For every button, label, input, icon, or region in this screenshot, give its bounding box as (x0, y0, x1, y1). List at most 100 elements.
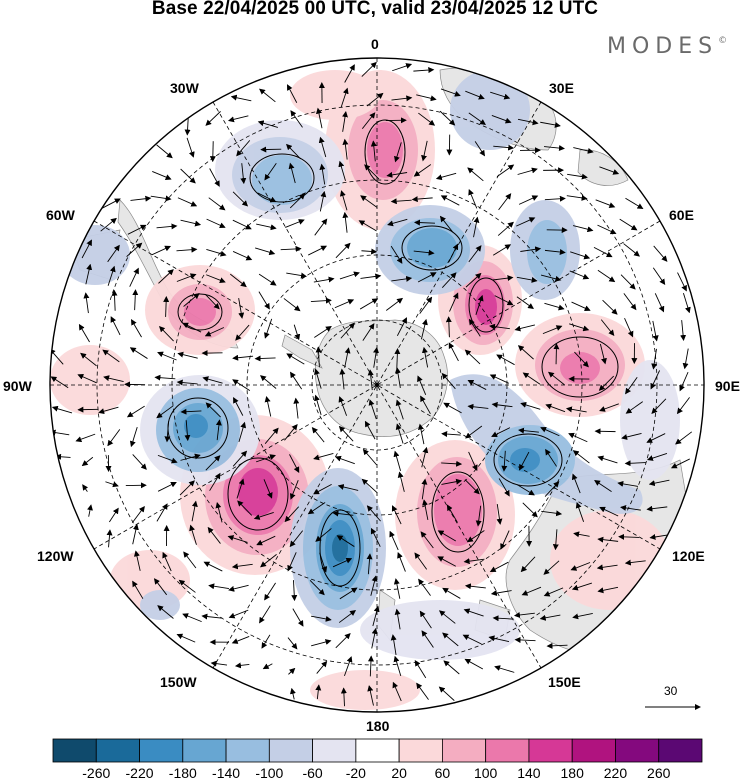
wind-vector (338, 609, 357, 623)
wind-vector (421, 140, 428, 162)
wind-vector (240, 163, 247, 185)
wind-vector (215, 419, 222, 441)
wind-vector (151, 245, 171, 256)
wind-vector (208, 583, 229, 590)
wind-vector (315, 528, 332, 542)
wind-vector (494, 295, 514, 306)
wind-vector (571, 582, 593, 591)
wind-vector (518, 427, 539, 434)
colorbar-tick-label: -260 (82, 765, 111, 781)
wind-vector (494, 665, 515, 673)
wind-vector (310, 297, 332, 304)
wind-vector (129, 347, 148, 359)
wind-vector (85, 263, 93, 285)
wind-vector (654, 293, 665, 313)
wind-vector (210, 660, 228, 667)
lon-label-30e: 30E (549, 80, 574, 96)
wind-vector (231, 563, 253, 570)
wind-vector (441, 460, 463, 467)
wind-vector (364, 164, 380, 180)
wind-vector (157, 481, 177, 492)
wind-vector (572, 225, 594, 233)
wind-vector (157, 454, 178, 464)
wind-vector (572, 450, 590, 464)
map-title: Base 22/04/2025 00 UTC, valid 23/04/2025… (151, 0, 599, 19)
wind-vector (78, 323, 90, 343)
wind-vector (443, 660, 460, 675)
colorbar-tick-label: 260 (647, 765, 671, 781)
wind-vector (77, 374, 97, 384)
wind-vector (337, 484, 359, 491)
wind-vector (496, 354, 515, 366)
wind-vector (492, 275, 514, 282)
wind-vector (617, 480, 639, 487)
colorbar-cell (398, 738, 443, 763)
wind-vector (370, 575, 378, 596)
wind-vector (80, 352, 97, 367)
wind-vector (421, 478, 428, 500)
wind-vector (571, 301, 591, 311)
colorbar-tick-label: -220 (125, 765, 154, 781)
lon-label-0: 0 (371, 36, 379, 52)
wind-vector (313, 452, 334, 461)
wind-vector (372, 605, 380, 627)
wind-vector (441, 272, 457, 288)
wind-vector (391, 95, 413, 102)
wind-vector (422, 499, 429, 520)
wind-vector (361, 61, 377, 77)
wind-vector (105, 481, 119, 488)
wind-vector (332, 557, 353, 568)
wind-vector (488, 635, 510, 643)
wind-vector (340, 687, 347, 707)
wind-vector (597, 224, 617, 235)
wind-vector (518, 195, 539, 205)
wind-vector (201, 613, 223, 620)
wind-vector (102, 349, 120, 363)
wind-vector (497, 221, 514, 236)
wind-vector (670, 458, 690, 469)
wind-vector (449, 292, 459, 312)
wind-vector (100, 217, 117, 232)
wind-vector (237, 500, 253, 516)
wind-vector (566, 194, 588, 201)
wind-vector (391, 505, 402, 525)
wind-vector (205, 455, 221, 471)
wind-vector (441, 431, 461, 438)
wind-vector (227, 115, 249, 123)
lon-label-60w: 60W (46, 207, 75, 223)
wind-vector (264, 318, 273, 339)
wind-vector (462, 634, 482, 645)
wind-vector (651, 398, 667, 414)
wind-vector (289, 530, 304, 548)
wind-vector (445, 316, 452, 338)
wind-vector (421, 346, 429, 368)
lon-label-120e: 120E (672, 548, 705, 564)
wind-vector (340, 322, 355, 339)
wind-vector (176, 379, 198, 386)
south-pole-marker (375, 383, 379, 387)
wind-vector (157, 351, 177, 361)
colorbar-cell (528, 738, 573, 763)
wind-vector (475, 505, 482, 527)
wind-vector (517, 345, 534, 360)
wind-vector (262, 663, 273, 670)
wind-vector (466, 530, 485, 543)
wind-vector (311, 615, 332, 622)
wind-vector (288, 667, 296, 675)
wind-vector (620, 504, 641, 511)
wind-vector (336, 535, 355, 547)
wind-vector (344, 656, 353, 677)
wind-vector (411, 196, 433, 203)
colorbar-cell (225, 738, 270, 763)
wind-vector (394, 142, 402, 163)
wind-vector (448, 243, 459, 263)
wind-vector (392, 681, 402, 702)
wind-vector (287, 637, 298, 650)
wind-vector (491, 114, 512, 124)
wind-vector (465, 272, 482, 288)
wind-vector (468, 318, 481, 337)
wind-vector (263, 479, 273, 499)
wind-vector (360, 195, 378, 208)
wind-vector (516, 276, 538, 283)
wind-vector (441, 478, 463, 485)
